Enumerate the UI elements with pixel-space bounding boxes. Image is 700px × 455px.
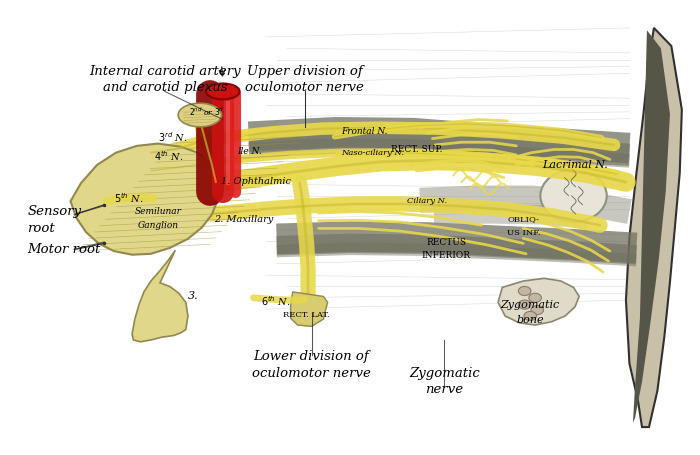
- Text: Lacrimal N.: Lacrimal N.: [542, 160, 608, 170]
- Text: bone: bone: [517, 315, 544, 325]
- Text: Motor root: Motor root: [27, 243, 101, 256]
- Text: 1. Ophthalmic: 1. Ophthalmic: [220, 177, 290, 186]
- Text: root: root: [27, 222, 55, 235]
- Text: OBLIQ-: OBLIQ-: [508, 215, 539, 223]
- Text: Naso-ciliary N.: Naso-ciliary N.: [342, 149, 405, 157]
- Text: Upper division of: Upper division of: [246, 65, 363, 77]
- Text: 2. Maxillary: 2. Maxillary: [214, 215, 273, 224]
- Text: RECT. LAT.: RECT. LAT.: [283, 311, 329, 318]
- Polygon shape: [626, 28, 682, 427]
- Ellipse shape: [524, 311, 536, 320]
- Text: Sensory: Sensory: [27, 205, 81, 218]
- Text: 3.: 3.: [188, 292, 199, 302]
- Ellipse shape: [206, 83, 239, 99]
- Text: RECT. SUP.: RECT. SUP.: [391, 145, 442, 154]
- Ellipse shape: [531, 305, 543, 314]
- Text: $3^{rd}$ N.: $3^{rd}$ N.: [158, 130, 188, 144]
- Text: Ganglion: Ganglion: [137, 221, 178, 230]
- Text: US INF.: US INF.: [508, 229, 540, 237]
- Polygon shape: [633, 30, 670, 423]
- Polygon shape: [290, 292, 328, 326]
- Text: oculomotor nerve: oculomotor nerve: [252, 367, 371, 380]
- Text: Lower division of: Lower division of: [253, 350, 370, 363]
- Ellipse shape: [540, 170, 607, 222]
- Ellipse shape: [519, 287, 531, 296]
- Ellipse shape: [528, 293, 541, 302]
- Polygon shape: [498, 278, 579, 325]
- Text: and carotid plexus: and carotid plexus: [103, 81, 227, 94]
- Ellipse shape: [519, 300, 531, 309]
- Text: RECTUS: RECTUS: [426, 238, 466, 247]
- Text: INFERIOR: INFERIOR: [422, 251, 471, 260]
- Text: Zygomatic: Zygomatic: [500, 299, 560, 309]
- Polygon shape: [71, 144, 218, 255]
- Polygon shape: [132, 250, 188, 342]
- Text: Ile N.: Ile N.: [237, 147, 262, 156]
- Text: Ciliary N.: Ciliary N.: [407, 197, 447, 205]
- Text: nerve: nerve: [426, 384, 463, 396]
- Text: Frontal N.: Frontal N.: [342, 127, 388, 136]
- Text: Internal carotid artery: Internal carotid artery: [89, 65, 241, 77]
- Text: oculomotor nerve: oculomotor nerve: [245, 81, 364, 94]
- Text: Semilunar: Semilunar: [134, 207, 181, 216]
- Text: $4^{th}$ N.: $4^{th}$ N.: [155, 149, 184, 163]
- Text: $6^{th}$ N.: $6^{th}$ N.: [260, 294, 290, 308]
- Ellipse shape: [178, 103, 221, 127]
- Text: Zygomatic: Zygomatic: [409, 367, 480, 380]
- Text: $2^{nd}$ or $3^{d}$: $2^{nd}$ or $3^{d}$: [189, 106, 225, 118]
- Text: $5^{th}$ N.: $5^{th}$ N.: [114, 191, 144, 205]
